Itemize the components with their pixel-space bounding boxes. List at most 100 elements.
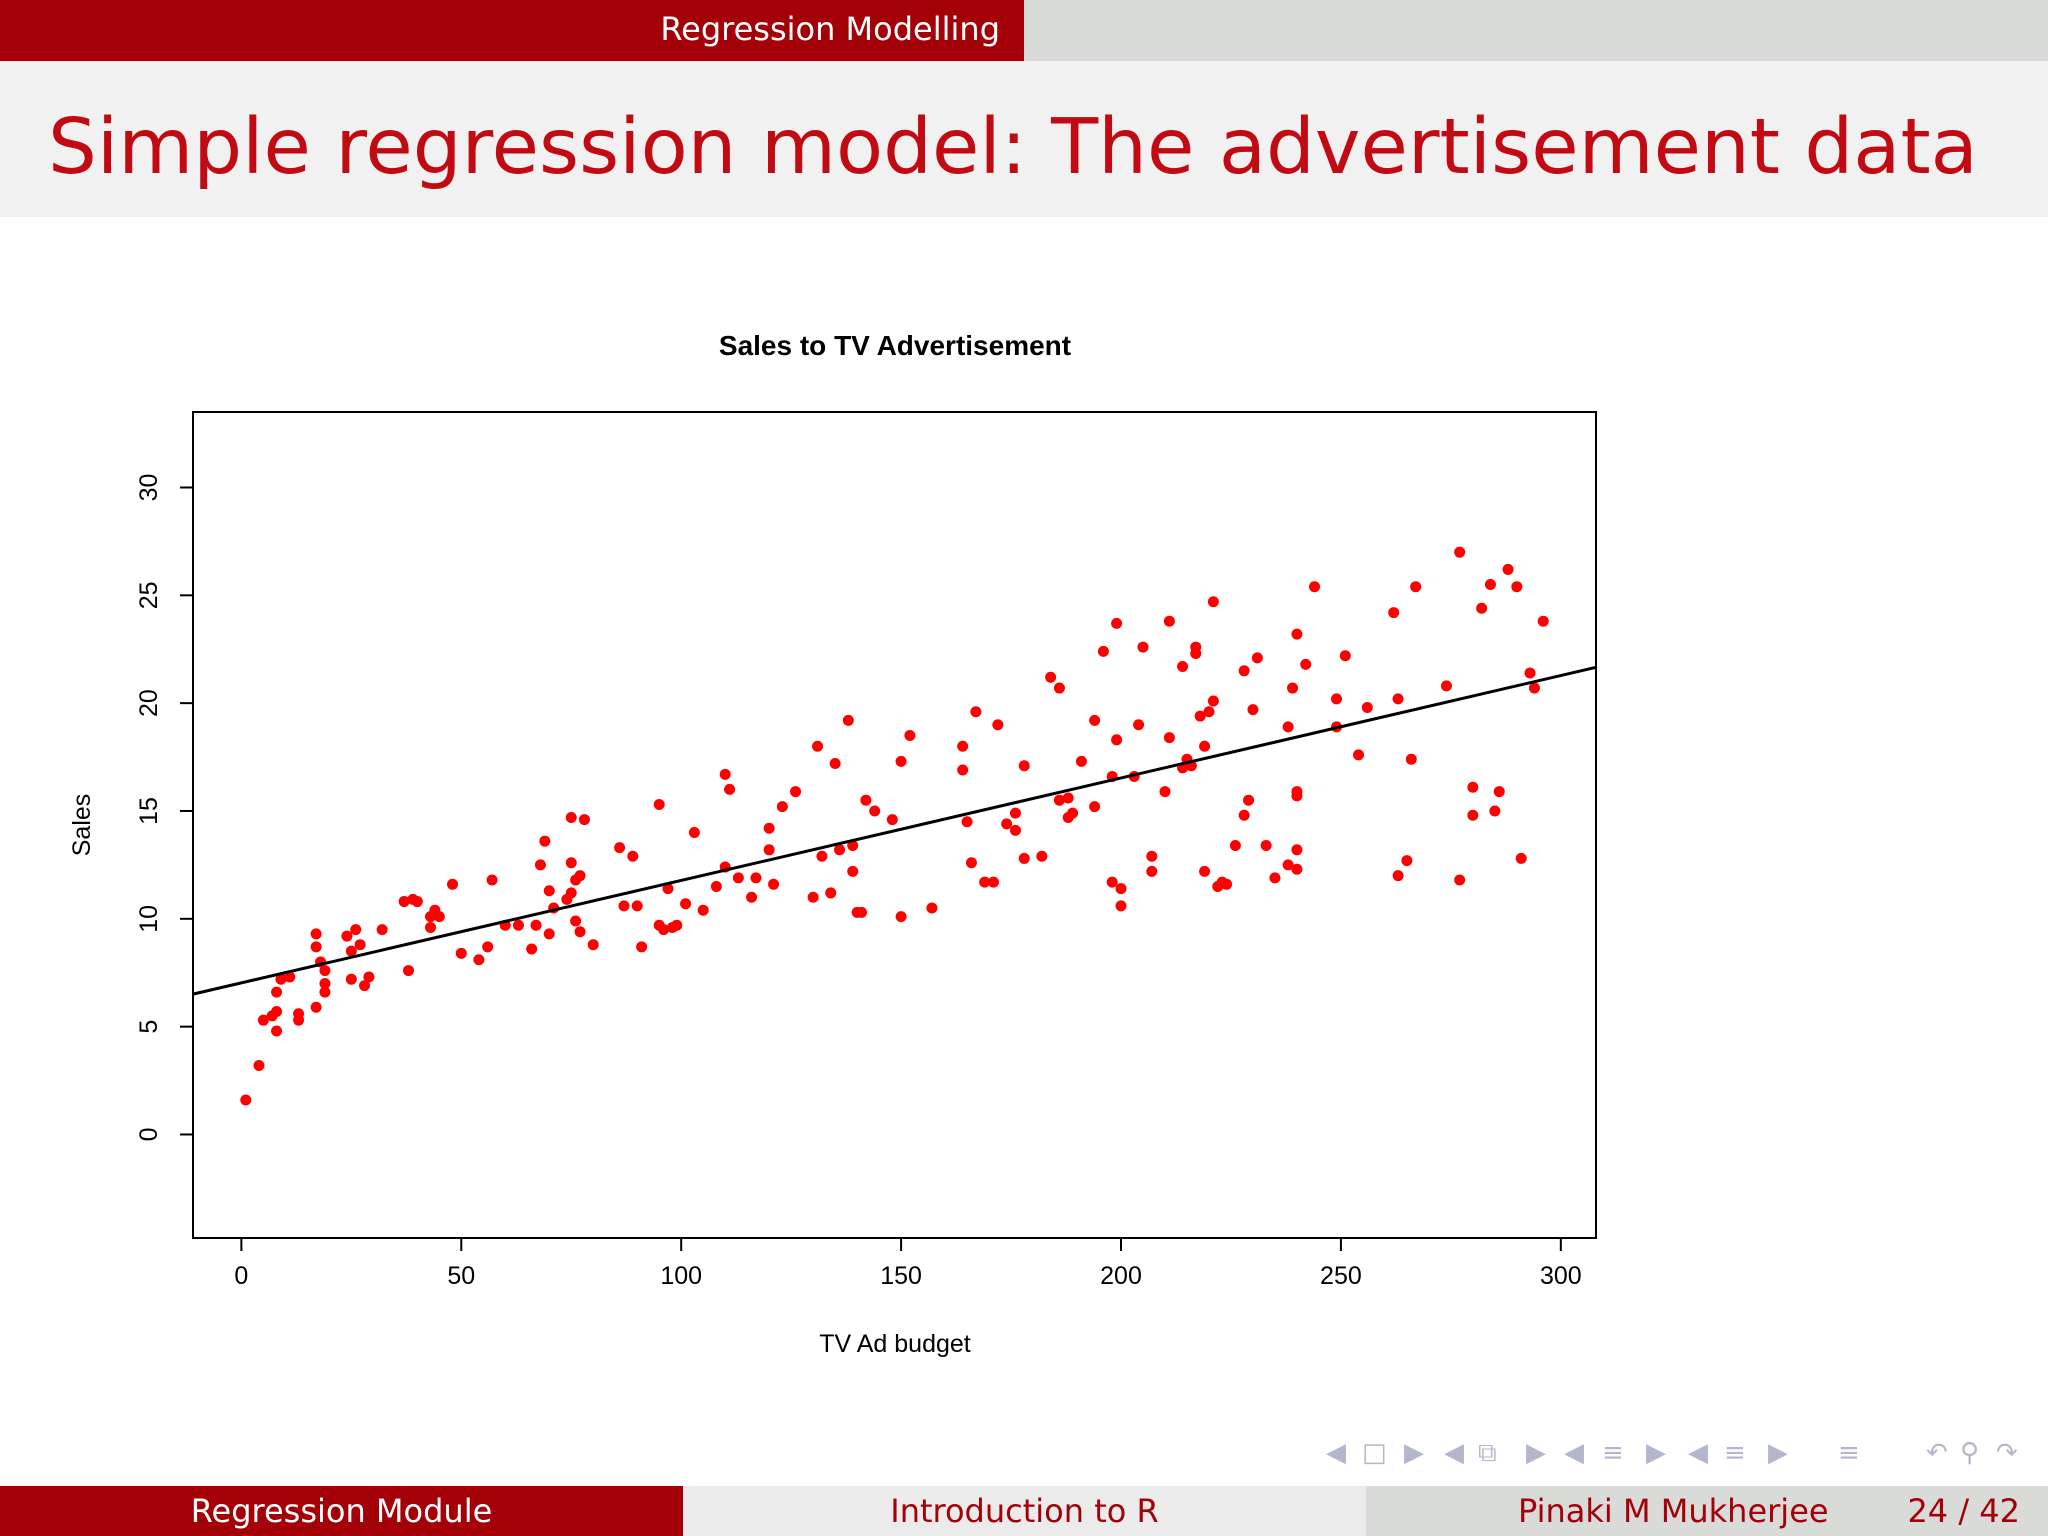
data-point [1260, 839, 1272, 851]
data-point [1493, 786, 1505, 798]
data-point [359, 980, 371, 992]
x-tick-label: 250 [1320, 1262, 1362, 1290]
data-point [1207, 596, 1219, 608]
x-tick-label: 0 [234, 1262, 248, 1290]
data-point [530, 919, 542, 931]
data-point [1036, 850, 1048, 862]
data-point [275, 973, 287, 985]
data-point [486, 874, 498, 886]
nav-align-icon[interactable]: ≡ [1838, 1438, 1860, 1468]
data-point [1251, 652, 1263, 664]
data-point [869, 805, 881, 817]
data-point [763, 844, 775, 856]
data-point [354, 939, 366, 951]
data-point [750, 872, 762, 884]
data-point [1410, 581, 1422, 593]
nav-frame-next-icon[interactable]: ▶ [1404, 1438, 1424, 1468]
nav-section-icon[interactable]: ≡ [1602, 1438, 1624, 1468]
data-point [970, 706, 982, 718]
x-tick-label: 200 [1100, 1262, 1142, 1290]
data-point [1392, 693, 1404, 705]
x-tick-label: 150 [880, 1262, 922, 1290]
data-point [543, 928, 555, 940]
data-point [1207, 695, 1219, 707]
footer-author-block: Pinaki M Mukherjee 24 / 42 [1366, 1486, 2048, 1536]
nav-search-icon[interactable]: ⚲ [1960, 1438, 1980, 1468]
data-point [926, 902, 938, 914]
data-point [1309, 581, 1321, 593]
y-tick-label: 20 [135, 689, 163, 717]
data-point [688, 827, 700, 839]
data-point [345, 973, 357, 985]
data-point [1392, 870, 1404, 882]
data-point [1146, 865, 1158, 877]
data-point [1476, 602, 1488, 614]
y-tick-label: 0 [135, 1128, 163, 1142]
y-tick-label: 30 [135, 474, 163, 502]
nav-undo-icon[interactable]: ↶ [1926, 1438, 1948, 1468]
data-point [1106, 876, 1118, 888]
nav-frame-icon[interactable]: □ [1362, 1438, 1387, 1468]
data-point [473, 954, 485, 966]
data-point [1075, 755, 1087, 767]
footer-author: Pinaki M Mukherjee [1518, 1492, 1829, 1530]
data-point [1177, 660, 1189, 672]
data-point [1484, 579, 1496, 591]
data-point [1111, 617, 1123, 629]
data-point [812, 740, 824, 752]
nav-chapter-prev-icon[interactable]: ◀ [1688, 1438, 1708, 1468]
data-point [565, 811, 577, 823]
data-point [627, 850, 639, 862]
data-point [1467, 809, 1479, 821]
data-point [1361, 701, 1373, 713]
data-point [1111, 734, 1123, 746]
data-point [1115, 900, 1127, 912]
data-point [1190, 648, 1202, 660]
data-point [1291, 786, 1303, 798]
data-point [856, 906, 868, 918]
nav-chapter-next-icon[interactable]: ▶ [1768, 1438, 1788, 1468]
data-point [886, 814, 898, 826]
data-point [363, 971, 375, 983]
data-point [1137, 641, 1149, 653]
nav-section-next-icon[interactable]: ▶ [1646, 1438, 1666, 1468]
y-axis: 0 5 10 15 20 25 30 [135, 474, 193, 1142]
data-point [957, 740, 969, 752]
data-point [1467, 781, 1479, 793]
data-point [319, 986, 331, 998]
data-point [662, 883, 674, 895]
y-tick-label: 25 [135, 581, 163, 609]
data-point [1291, 628, 1303, 640]
nav-redo-icon[interactable]: ↷ [1996, 1438, 2018, 1468]
data-point [1388, 607, 1400, 619]
nav-subsection-icon[interactable]: ⧉ [1478, 1438, 1497, 1468]
data-point [1053, 794, 1065, 806]
data-point [253, 1059, 265, 1071]
data-point [1199, 865, 1211, 877]
data-point [433, 911, 445, 923]
data-point [904, 729, 916, 741]
data-point [1282, 859, 1294, 871]
data-point [1221, 878, 1233, 890]
data-point [860, 794, 872, 806]
data-points [240, 546, 1549, 1106]
data-point [455, 947, 467, 959]
footer-module: Regression Module [0, 1486, 683, 1536]
data-point [534, 859, 546, 871]
data-point [570, 915, 582, 927]
data-point [1097, 645, 1109, 657]
y-tick-label: 15 [135, 797, 163, 825]
nav-chapter-icon[interactable]: ≡ [1724, 1438, 1746, 1468]
data-point [1238, 665, 1250, 677]
data-point [574, 926, 586, 938]
x-tick-label: 300 [1540, 1262, 1582, 1290]
nav-subsection-next-icon[interactable]: ▶ [1526, 1438, 1546, 1468]
nav-subsection-prev-icon[interactable]: ◀ [1444, 1438, 1464, 1468]
data-point [768, 878, 780, 890]
data-point [680, 898, 692, 910]
data-point [1537, 615, 1549, 627]
data-point [257, 1014, 269, 1026]
nav-section-prev-icon[interactable]: ◀ [1564, 1438, 1584, 1468]
nav-frame-prev-icon[interactable]: ◀ [1326, 1438, 1346, 1468]
x-tick-label: 100 [660, 1262, 702, 1290]
